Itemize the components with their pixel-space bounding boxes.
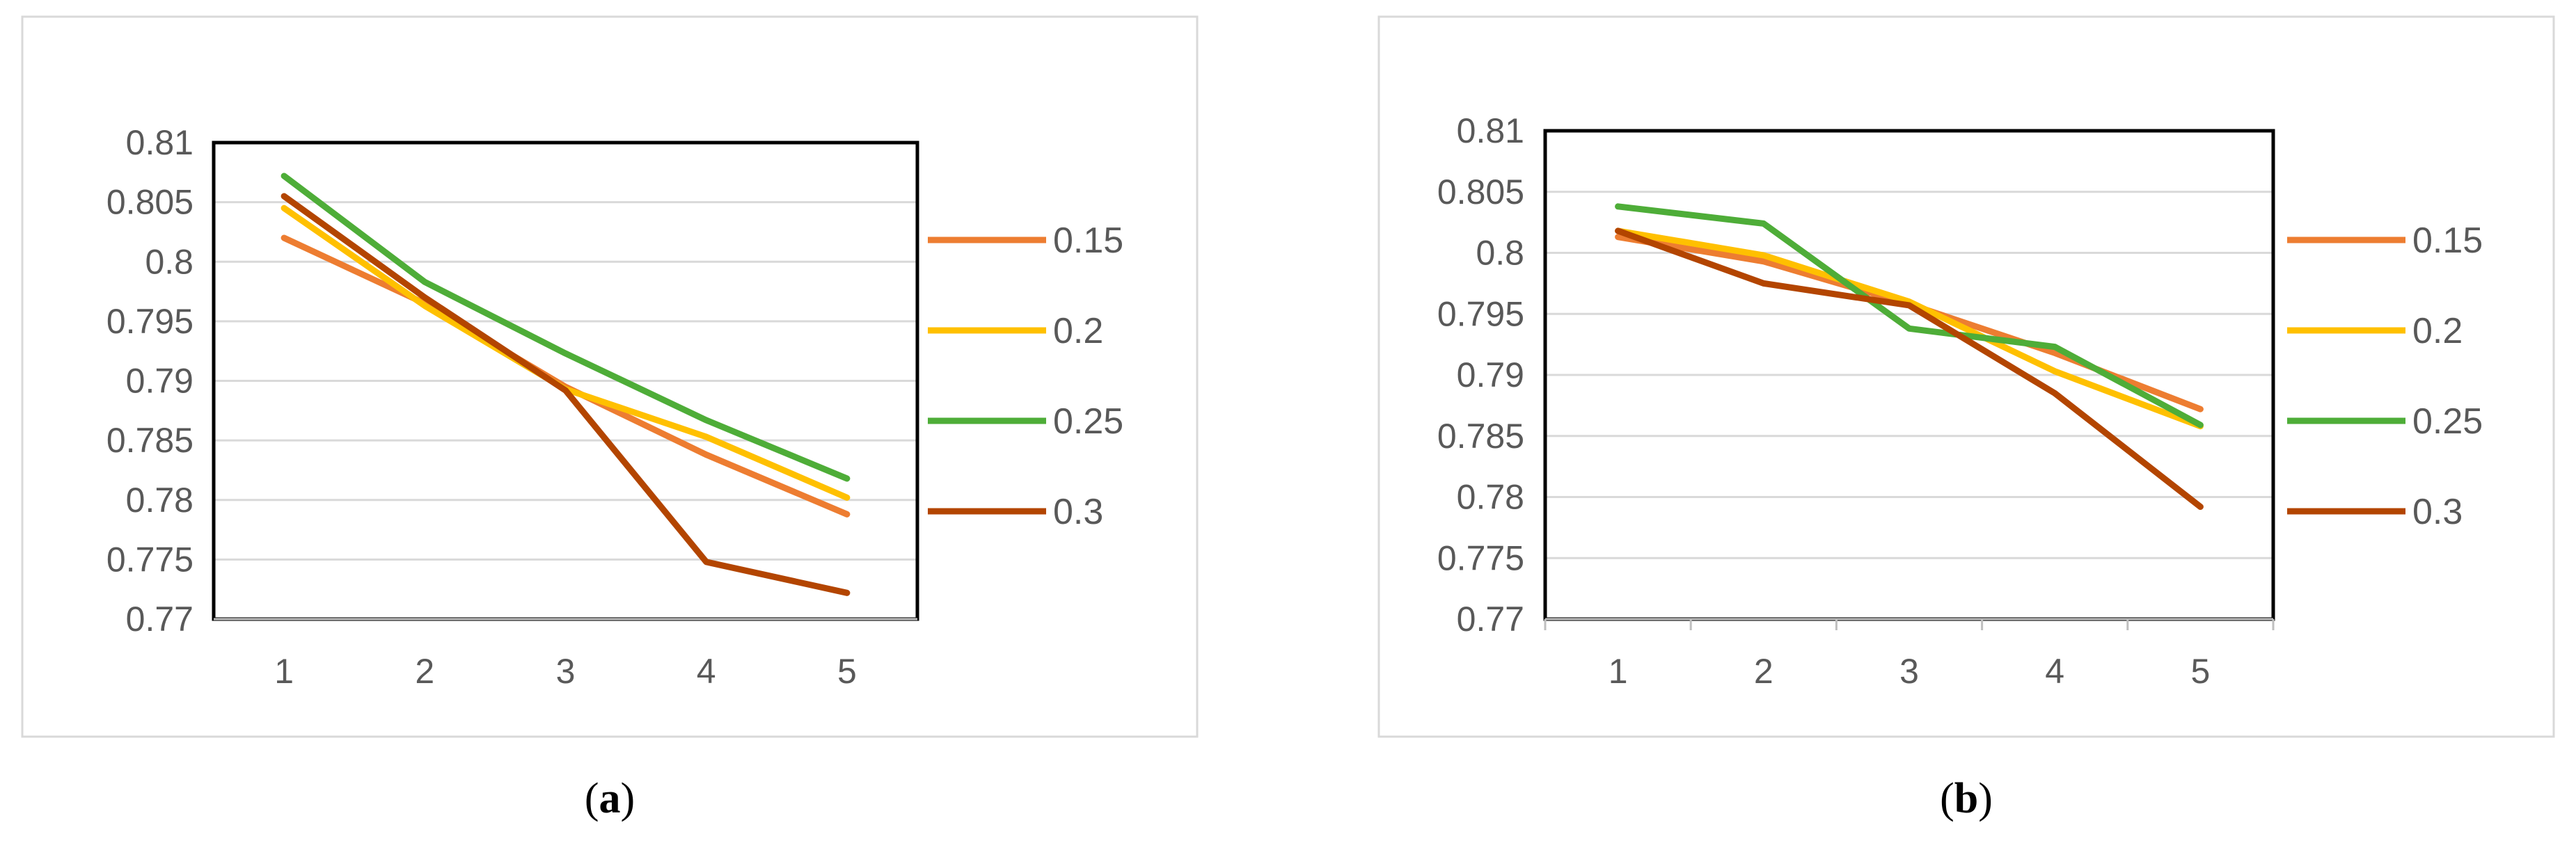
y-tick-label: 0.775 bbox=[106, 540, 193, 579]
legend-label: 0.15 bbox=[2412, 221, 2483, 261]
series-line-0-3 bbox=[1615, 227, 2204, 511]
chart-panel-b: 0.770.7750.780.7850.790.7950.80.8050.81 … bbox=[1377, 15, 2555, 822]
legend-label: 0.25 bbox=[1053, 401, 1123, 442]
legend: 0.15 0.2 0.25 0.3 bbox=[928, 221, 1123, 532]
y-tick-label: 0.785 bbox=[106, 421, 193, 460]
x-tick-label: 2 bbox=[415, 652, 434, 691]
y-tick-label: 0.775 bbox=[1437, 538, 1524, 577]
y-tick-label: 0.77 bbox=[126, 600, 193, 639]
x-tick-label: 2 bbox=[1754, 652, 1773, 691]
panel-caption-a: (a) bbox=[585, 775, 635, 822]
legend-label: 0.15 bbox=[1053, 221, 1123, 261]
panel-label: b bbox=[1954, 775, 1978, 822]
chart-frame bbox=[1377, 15, 2555, 738]
panel-label: a bbox=[599, 775, 621, 822]
series-line-0-2 bbox=[1615, 227, 2204, 430]
x-tick-label: 4 bbox=[697, 652, 716, 691]
series-line-0-25 bbox=[1615, 203, 2204, 428]
y-tick-label: 0.805 bbox=[106, 183, 193, 222]
x-tick-label: 1 bbox=[274, 652, 294, 691]
y-tick-label: 0.795 bbox=[1437, 294, 1524, 333]
y-tick-label: 0.81 bbox=[126, 123, 193, 162]
legend-label: 0.2 bbox=[1053, 311, 1103, 351]
x-tick-labels: 1 2 3 4 5 bbox=[274, 652, 857, 691]
y-tick-label: 0.77 bbox=[1457, 600, 1524, 639]
y-tick-label: 0.81 bbox=[1457, 111, 1524, 150]
plot-area bbox=[1543, 129, 2275, 630]
x-tick-label: 5 bbox=[2190, 652, 2210, 691]
plot-area bbox=[212, 141, 919, 621]
legend-label: 0.3 bbox=[1053, 492, 1103, 532]
y-tick-label: 0.795 bbox=[106, 302, 193, 341]
series-lines bbox=[280, 173, 851, 596]
legend-label: 0.25 bbox=[2412, 401, 2483, 442]
y-tick-label: 0.785 bbox=[1437, 417, 1524, 456]
chart-panel-a: 0.770.7750.780.7850.790.7950.80.8050.81 … bbox=[21, 15, 1199, 822]
y-tick-label: 0.79 bbox=[1457, 355, 1524, 394]
y-tick-label: 0.78 bbox=[1457, 478, 1524, 517]
legend: 0.15 0.2 0.25 0.3 bbox=[2287, 221, 2483, 532]
gridlines bbox=[214, 141, 917, 561]
x-tick-labels: 1 2 3 4 5 bbox=[1609, 652, 2211, 691]
series-lines bbox=[1615, 203, 2204, 511]
x-tick-label: 5 bbox=[837, 652, 857, 691]
panel-caption-b: (b) bbox=[1940, 775, 1993, 822]
x-tick-label: 1 bbox=[1609, 652, 1628, 691]
y-tick-labels: 0.77 0.775 0.78 0.785 0.79 0.795 0.8 0.805 0.81 bbox=[106, 123, 193, 639]
series-line-0-3 bbox=[280, 193, 851, 596]
y-tick-label: 0.805 bbox=[1437, 173, 1524, 211]
y-tick-label: 0.78 bbox=[126, 481, 193, 520]
x-tick-label: 3 bbox=[556, 652, 576, 691]
series-line-0-25 bbox=[280, 173, 851, 482]
legend-label: 0.2 bbox=[2412, 311, 2463, 351]
y-tick-label: 0.79 bbox=[126, 362, 193, 401]
legend-label: 0.3 bbox=[2412, 492, 2463, 532]
y-tick-label: 0.8 bbox=[145, 242, 193, 281]
x-tick-label: 3 bbox=[1899, 652, 1919, 691]
x-tick-label: 4 bbox=[2045, 652, 2064, 691]
y-tick-labels: 0.77 0.775 0.78 0.785 0.79 0.795 0.8 0.805 0.81 bbox=[1437, 111, 1524, 639]
y-tick-label: 0.8 bbox=[1476, 234, 1524, 273]
